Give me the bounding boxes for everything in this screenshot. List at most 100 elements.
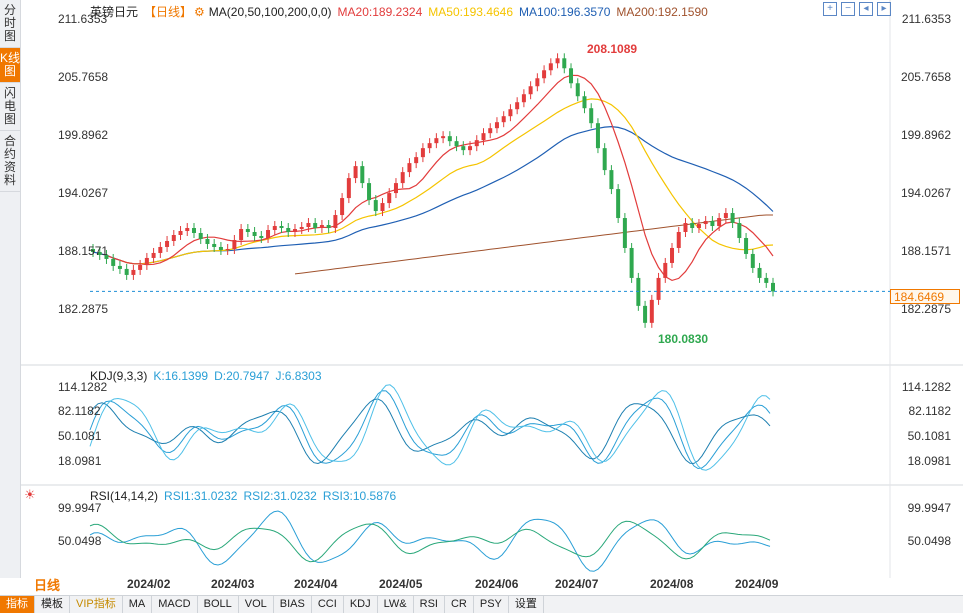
candle-body [414, 157, 419, 164]
rsi-params: RSI(14,14,2) [90, 489, 159, 503]
candle-body [461, 146, 466, 151]
candle-body [313, 223, 318, 229]
candle-body [124, 268, 129, 275]
tab-time-chart[interactable]: 分时图 [0, 0, 20, 48]
candle-body [232, 239, 237, 249]
candle-body [710, 221, 715, 227]
tab-indicator[interactable]: 指标 [0, 596, 35, 613]
rsi-legend: RSI(14,14,2) RSI1:31.0232 RSI2:31.0232 RSI3… [90, 489, 402, 503]
chart-canvas[interactable] [20, 0, 963, 578]
kdj-params: KDJ(9,3,3) [90, 369, 148, 383]
candle-body [582, 96, 587, 109]
candle-body [723, 213, 728, 219]
candle-body [542, 70, 547, 79]
candle-body [218, 246, 223, 250]
tab-bias[interactable]: BIAS [274, 596, 312, 613]
tab-cci[interactable]: CCI [312, 596, 344, 613]
last-price-tag: 184.6469 [890, 289, 960, 304]
y-tick-left: 194.0267 [58, 186, 109, 200]
y-tick-left: 182.2875 [58, 302, 109, 316]
main-legend: 英镑日元 【日线】 ⚙ MA(20,50,100,200,0,0) MA20:189.2… [90, 3, 714, 20]
candle-body [508, 109, 513, 117]
x-tick: 2024/09 [735, 577, 779, 591]
candle-body [286, 228, 291, 233]
arrow-left-icon[interactable]: ◂ [859, 2, 873, 16]
y-tick-left: 188.1571 [58, 244, 109, 258]
y-tick: 188.1571 [900, 244, 951, 258]
tab-vip-indicator[interactable]: VIP指标 [70, 596, 123, 613]
tab-flash-chart[interactable]: 闪电图 [0, 83, 20, 131]
tab-vol[interactable]: VOL [239, 596, 274, 613]
tab-psy[interactable]: PSY [474, 596, 509, 613]
candle-body [292, 229, 297, 233]
candle-body [575, 83, 580, 97]
candle-body [676, 232, 681, 248]
tab-rsi[interactable]: RSI [414, 596, 445, 613]
candle-body [757, 267, 762, 278]
ma20-value: MA20:189.2324 [337, 5, 423, 19]
tab-lw[interactable]: LW& [378, 596, 414, 613]
candle-body [535, 78, 540, 87]
kdj-k-line [89, 390, 771, 470]
indicator-tabs: 指标 模板 VIP指标 MA MACD BOLL VOL BIAS CCI KD… [0, 595, 963, 613]
zoom-in-icon[interactable]: + [823, 2, 837, 16]
candle-body [569, 68, 574, 84]
tab-macd[interactable]: MACD [152, 596, 198, 613]
tab-cr[interactable]: CR [445, 596, 474, 613]
candle-body [555, 58, 560, 64]
candle-body [488, 128, 493, 134]
tab-kdj[interactable]: KDJ [344, 596, 378, 613]
candle-body [353, 166, 358, 179]
ma200-line [294, 214, 773, 275]
rsi-y-tick: 50.0498 [907, 534, 951, 548]
candle-body [750, 253, 755, 268]
tab-contract-info[interactable]: 合约资料 [0, 131, 20, 192]
ma100-line [92, 125, 774, 265]
y-tick: 211.6353 [901, 12, 951, 26]
candle-body [622, 218, 627, 248]
candle-body [481, 133, 486, 141]
candle-body [393, 183, 398, 194]
candle-body [279, 226, 284, 229]
tab-template[interactable]: 模板 [35, 596, 70, 613]
tab-boll[interactable]: BOLL [198, 596, 239, 613]
candle-body [104, 254, 109, 259]
zoom-out-icon[interactable]: − [841, 2, 855, 16]
candle-body [528, 86, 533, 95]
candle-body [771, 282, 775, 292]
kdj-d-line [89, 398, 771, 465]
candle-body [663, 262, 668, 278]
candle-body [670, 247, 675, 263]
candle-body [649, 299, 654, 323]
left-view-tabs: 分时图 K线图 闪电图 合约资料 [0, 0, 21, 578]
candle-body [548, 63, 553, 71]
kdj-y-tick-left: 18.0981 [58, 454, 102, 468]
low-price-label: 180.0830 [658, 332, 709, 346]
candle-body [602, 148, 607, 171]
tab-settings[interactable]: 设置 [509, 596, 544, 613]
kdj-y-tick: 82.1182 [908, 404, 952, 418]
rsi2: RSI2:31.0232 [243, 489, 317, 503]
tab-kline-chart[interactable]: K线图 [0, 48, 20, 83]
tab-ma[interactable]: MA [123, 596, 153, 613]
settings-gear-icon[interactable]: ⚙ [194, 5, 205, 19]
period-selector[interactable]: 日线 [34, 578, 61, 593]
candle-body [407, 163, 412, 173]
candle-body [562, 58, 567, 69]
chart-area[interactable]: 英镑日元 【日线】 ⚙ MA(20,50,100,200,0,0) MA20:189.2… [20, 0, 963, 591]
candle-body [380, 203, 385, 212]
candle-body [131, 269, 136, 275]
ma50-value: MA50:193.4646 [428, 5, 514, 19]
candle-body [158, 246, 163, 253]
kdj-y-tick-left: 82.1182 [58, 404, 101, 418]
candle-body [97, 251, 102, 255]
candle-body [225, 248, 230, 250]
arrow-right-icon[interactable]: ▸ [877, 2, 891, 16]
sun-icon[interactable]: ☀ [24, 487, 36, 502]
candle-body [468, 146, 473, 151]
candle-body [441, 136, 446, 139]
y-tick: 205.7658 [900, 70, 951, 84]
candle-body [191, 228, 196, 234]
candle-body [690, 223, 695, 229]
candle-body [501, 116, 506, 123]
